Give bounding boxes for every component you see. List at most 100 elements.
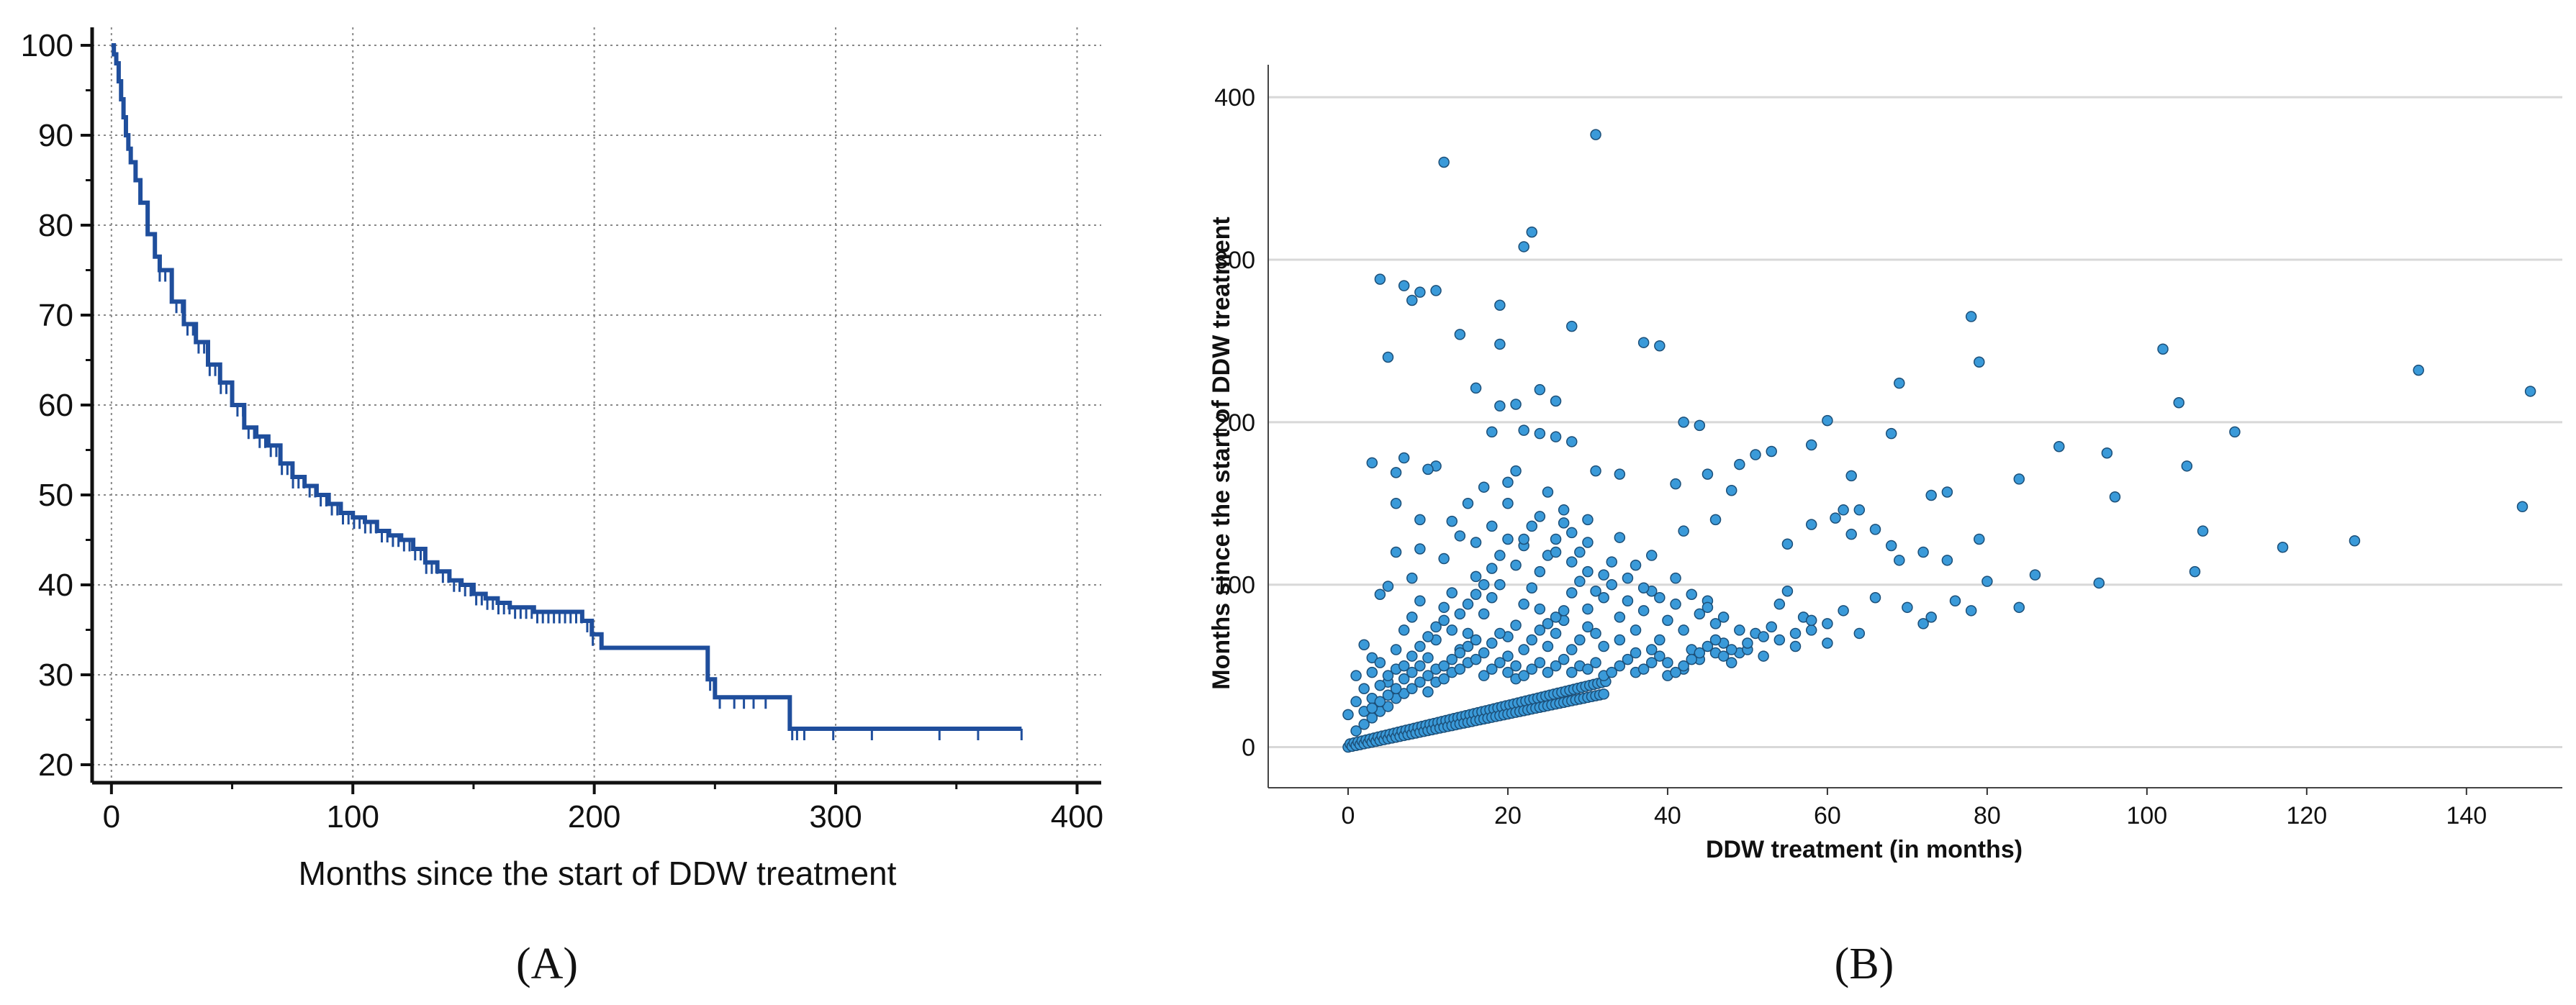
scatter-point xyxy=(1717,650,1730,662)
y-tick-label: 400 xyxy=(1214,84,1255,112)
scatter-point xyxy=(1614,532,1626,543)
scatter-point xyxy=(2029,569,2041,581)
y-tick-label: 90 xyxy=(38,118,73,153)
scatter-point xyxy=(1598,688,1609,700)
scatter-point xyxy=(1462,599,1474,610)
scatter-point xyxy=(1494,338,1506,350)
scatter-point xyxy=(1382,581,1394,592)
scatter-point xyxy=(1366,457,1378,469)
scatter-point xyxy=(1590,465,1601,477)
scatter-point xyxy=(1526,226,1538,238)
scatter-point xyxy=(1398,624,1410,636)
scatter-point xyxy=(1406,650,1418,662)
scatter-point xyxy=(1805,624,1817,636)
scatter-point xyxy=(1398,280,1410,291)
scatter-point xyxy=(1454,663,1466,675)
scatter-point xyxy=(1542,486,1554,498)
panel-a-ticks: 20 30 40 50 60 70 80 90 100 0 100 200 300 400 xyxy=(21,28,1104,835)
scatter-point xyxy=(1830,512,1841,524)
scatter-point xyxy=(1566,587,1578,599)
x-tick-label: 300 xyxy=(809,799,862,835)
panel-b-y-axis-title: Months since the start of DDW treatment xyxy=(1208,217,1235,689)
scatter-point xyxy=(1478,647,1490,659)
y-tick-label: 50 xyxy=(38,478,73,513)
scatter-point xyxy=(1550,395,1562,407)
scatter-point xyxy=(1717,611,1730,623)
scatter-point xyxy=(1422,631,1434,642)
scatter-point xyxy=(2181,460,2193,472)
scatter-point xyxy=(1446,624,1458,636)
survival-curve xyxy=(111,43,1022,731)
scatter-point xyxy=(1542,666,1554,678)
scatter-point xyxy=(1518,670,1529,681)
panel-b-label: (B) xyxy=(1835,940,1894,988)
scatter-point xyxy=(2516,501,2528,513)
panel-b-scatter-chart: 0 100 200 300 400 0 20 40 60 80 100 120 140 DDW trea… xyxy=(1208,65,2562,988)
scatter-point xyxy=(1773,634,1786,646)
scatter-point xyxy=(1614,634,1626,646)
scatter-point xyxy=(1510,399,1522,410)
scatter-point xyxy=(1398,660,1410,672)
scatter-point xyxy=(1502,498,1514,509)
scatter-point xyxy=(1566,556,1578,568)
scatter-point xyxy=(1438,156,1450,168)
scatter-point xyxy=(1446,515,1458,527)
scatter-point xyxy=(1598,592,1609,604)
scatter-point xyxy=(1398,673,1410,685)
scatter-point xyxy=(1534,657,1546,668)
scatter-point xyxy=(1614,468,1626,480)
scatter-point xyxy=(1486,520,1498,532)
y-tick-label: 80 xyxy=(38,208,73,243)
scatter-point xyxy=(1462,640,1474,652)
scatter-point xyxy=(1566,644,1578,655)
scatter-point xyxy=(1678,624,1689,636)
scatter-point xyxy=(1670,478,1681,490)
scatter-point xyxy=(1869,524,1881,535)
scatter-point xyxy=(1478,481,1490,493)
scatter-point xyxy=(1590,585,1601,597)
scatter-point xyxy=(1478,670,1490,681)
scatter-point xyxy=(1462,627,1474,640)
scatter-point xyxy=(2093,577,2105,589)
scatter-point xyxy=(1414,595,1426,607)
y-tick-label: 30 xyxy=(38,658,73,693)
scatter-point xyxy=(1637,605,1650,617)
scatter-point xyxy=(1374,679,1386,691)
scatter-point xyxy=(1582,621,1594,633)
scatter-point xyxy=(1582,603,1594,615)
scatter-point xyxy=(1470,653,1482,665)
scatter-point xyxy=(1526,520,1538,532)
scatter-point xyxy=(1566,320,1578,332)
scatter-point xyxy=(1382,351,1394,363)
scatter-point xyxy=(1734,624,1745,636)
y-tick-label: 200 xyxy=(1214,409,1255,437)
scatter-point xyxy=(1534,383,1546,396)
scatter-point xyxy=(1382,670,1394,681)
scatter-point xyxy=(1645,644,1658,655)
scatter-point xyxy=(1406,294,1418,306)
scatter-point xyxy=(1430,621,1442,633)
scatter-point xyxy=(1582,565,1594,578)
y-tick-label: 20 xyxy=(38,747,73,783)
scatter-point xyxy=(1438,660,1450,672)
scatter-point xyxy=(1470,634,1482,646)
scatter-point xyxy=(1502,666,1514,678)
scatter-point xyxy=(2013,473,2025,485)
scatter-point xyxy=(1398,452,1410,464)
y-tick-label: 60 xyxy=(38,388,73,423)
scatter-point xyxy=(1606,556,1617,568)
scatter-point xyxy=(1502,476,1514,488)
scatter-point xyxy=(1925,489,1937,501)
scatter-point xyxy=(1534,624,1546,636)
scatter-point xyxy=(1654,650,1666,662)
x-tick-label: 120 xyxy=(2286,802,2327,829)
scatter-point xyxy=(1486,563,1498,574)
y-tick-label: 100 xyxy=(1214,572,1255,599)
scatter-point xyxy=(1582,514,1594,526)
scatter-point xyxy=(1701,601,1714,614)
scatter-point xyxy=(1670,599,1681,610)
scatter-point xyxy=(1902,601,1913,614)
scatter-point xyxy=(1885,540,1897,552)
scatter-point xyxy=(1566,527,1578,539)
